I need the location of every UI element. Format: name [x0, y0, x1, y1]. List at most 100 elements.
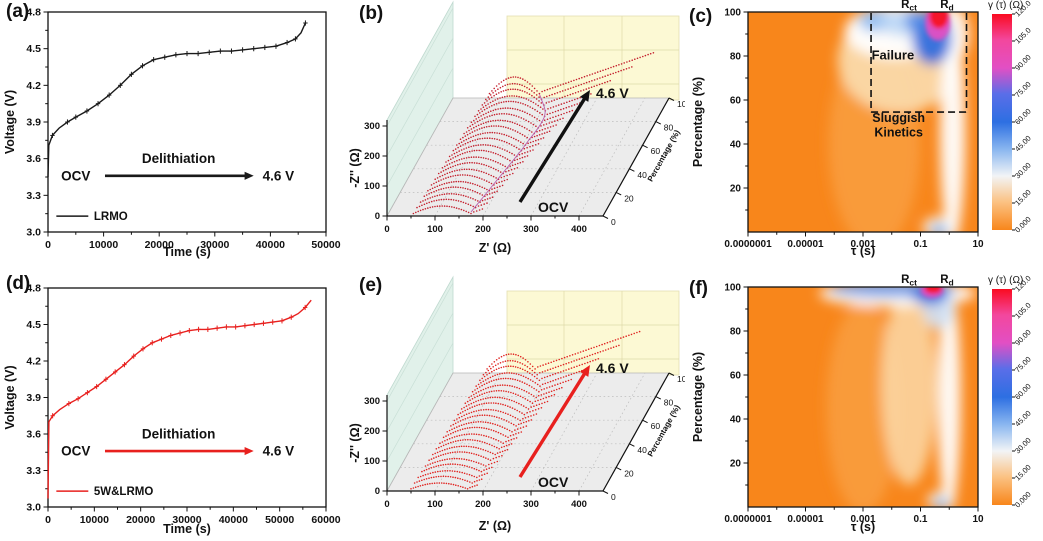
panel-letter-b: (b) [359, 3, 384, 24]
annotation-failure: Failure [872, 47, 915, 62]
annotation-ocv: OCV [538, 199, 569, 215]
spectrum [488, 52, 655, 95]
spectrum [445, 149, 529, 163]
colorbar-tick-label: 75.00 [1013, 355, 1033, 375]
panel-a: (a) 0 10000 20000 30000 40000 50000 3.0 3.3 3.6 3… [0, 0, 345, 268]
colorbar-tick-label: 75.00 [1013, 80, 1033, 100]
resistance-label-d: Rd [940, 274, 954, 288]
y-tick-label: 100 [724, 8, 741, 19]
x-tick-label: 40000 [256, 239, 285, 251]
spectrum [471, 377, 572, 393]
y-tick-label: 100 [724, 283, 741, 294]
x-tick-label: 0 [45, 514, 51, 526]
panel-letter-d: (d) [6, 273, 31, 294]
x-tick-label: 0.00001 [787, 514, 824, 525]
y-tick-label: 20 [730, 184, 742, 195]
colorbar-tick-label: 60.00 [1013, 107, 1033, 127]
y-tick-label: 60 [730, 371, 742, 382]
spectrum [413, 475, 483, 484]
colorbar-tick-label: 90.00 [1013, 328, 1033, 348]
z-real-tick-label: 300 [523, 224, 539, 235]
dashed-region [870, 13, 968, 113]
heatmap-field [748, 287, 978, 507]
z-imag-tick-label: 300 [364, 396, 380, 407]
panel-e: (e) 0 100 200 300 400 0 100 200 300 0 20 40 60 80 100 Z… [345, 272, 685, 541]
x-axis-label: Time (s) [163, 245, 211, 259]
spectrum [441, 156, 524, 169]
spectrum [470, 107, 574, 123]
z-real-tick-label: 200 [475, 499, 491, 510]
axes [386, 372, 670, 492]
plot-frame [47, 287, 327, 508]
spectrum [428, 451, 503, 461]
back-wall-yellow [506, 290, 680, 376]
annotation-ocv: OCV [538, 474, 569, 490]
resistance-label-d: Rd [940, 0, 954, 13]
spectrum [439, 433, 518, 444]
annotation-cutoff-voltage: 4.6 V [263, 444, 295, 459]
back-wall-yellow [506, 15, 680, 101]
z-real-tick-label: 0 [384, 499, 389, 510]
y-tick-label: 3.6 [26, 429, 41, 441]
arrow-head-icon [580, 90, 590, 102]
x-axis-label: Time (s) [163, 522, 211, 536]
x-tick-label: 0.001 [850, 514, 875, 525]
x-tick-label: 10 [972, 514, 984, 525]
spectrum [479, 358, 600, 382]
spectrum [424, 457, 499, 467]
z-real-tick-label: 300 [523, 499, 539, 510]
colorbar-tick-label: 90.00 [1013, 53, 1033, 73]
floor-grid [386, 372, 656, 492]
spectrum [464, 389, 556, 404]
y-axis-label: -Z'' (Ω) [348, 148, 362, 188]
z-imag-tick-label: 100 [364, 456, 380, 467]
spectrum [452, 137, 540, 152]
nyquist-spectra [412, 52, 655, 215]
colorbar-tick-label: 105.0 [1013, 26, 1033, 46]
spectrum [453, 408, 538, 422]
x-tick-label: 50000 [311, 239, 340, 251]
x-axis-label: τ (s) [851, 520, 875, 534]
percentage-tick-label: 80 [664, 123, 674, 133]
spectrum [419, 193, 494, 203]
x-tick-label: 30000 [200, 239, 229, 251]
y-tick-label: 4.5 [26, 43, 41, 55]
panel-f: (f) 0.0000001 0.00001 0.001 0.1 10 20 40 60 80 10… [685, 272, 1043, 541]
y-tick-label: 3.9 [26, 392, 41, 404]
axes [386, 97, 670, 217]
percentage-tick-label: 0 [611, 492, 616, 502]
annotation-ocv: OCV [61, 168, 90, 183]
percentage-tick-label: 20 [624, 193, 634, 203]
series-markers [50, 304, 308, 419]
x-tick-label: 20000 [145, 239, 174, 251]
z-imag-tick-label: 0 [375, 211, 380, 222]
z-real-tick-label: 400 [571, 499, 587, 510]
panel-letter-f: (f) [689, 278, 708, 299]
colorbar-tick-label: 0.000 [1013, 490, 1033, 510]
spectrum [482, 344, 620, 376]
chart-d-voltage-time-5wlrmo: 0 10000 20000 30000 40000 50000 60000 3.0 3.3 3.6… [3, 283, 341, 537]
arrow-head-icon [244, 171, 254, 180]
y-tick-label: 3.9 [26, 117, 41, 129]
percentage-tick-label: 100 [677, 374, 685, 384]
y-tick-label: 3.0 [26, 227, 41, 239]
x-tick-label: 60000 [311, 514, 340, 526]
colorbar-tick-label: 45.00 [1013, 409, 1033, 429]
x-tick-label: 0 [45, 239, 51, 251]
z-real-tick-label: 0 [384, 224, 389, 235]
y-axis-label: Percentage (%) [691, 352, 705, 442]
spectrum [468, 384, 563, 399]
resistance-label-ct: Rct [901, 0, 917, 13]
spectrum [450, 414, 533, 427]
z-imag-tick-label: 100 [364, 181, 380, 192]
x-tick-label: 0.0000001 [724, 239, 772, 250]
panel-c: (c) Failure Sluggish Kinetics 0.0000001 0.00… [685, 0, 1043, 268]
legend-label: LRMO [94, 211, 128, 223]
y-tick-label: 20 [730, 459, 742, 470]
annotation-sluggish: Sluggish [872, 111, 925, 125]
colorbar-title: γ (τ) (Ω) [988, 0, 1023, 11]
colorbar-tick-label: 45.00 [1013, 134, 1033, 154]
x-tick-label: 0.00001 [787, 239, 824, 250]
x-tick-label: 0.1 [914, 514, 928, 525]
y-tick-label: 4.5 [26, 319, 41, 331]
